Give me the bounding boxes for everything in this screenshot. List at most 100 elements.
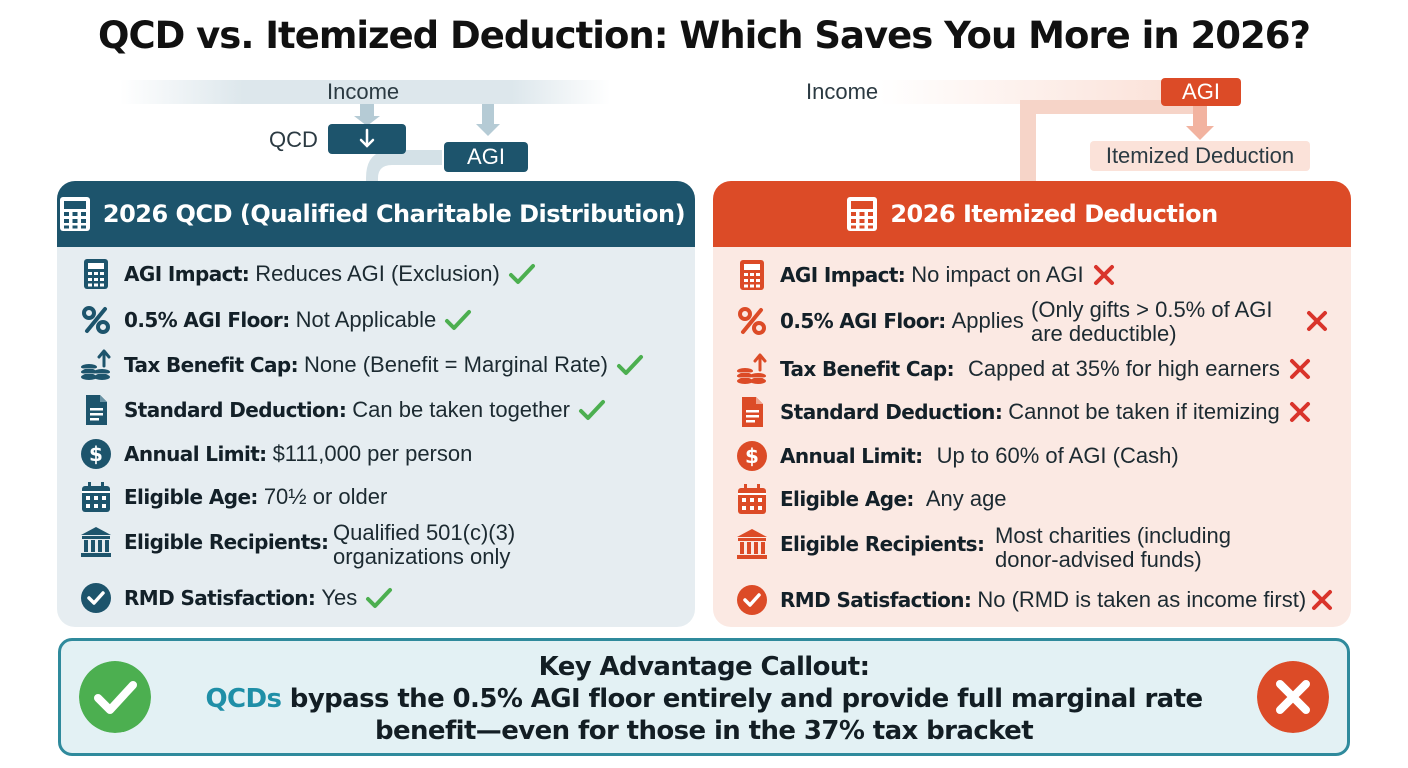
row-label: Eligible Age: bbox=[124, 485, 258, 509]
flow-income-left: Income bbox=[327, 79, 400, 104]
row-label: AGI Impact: bbox=[124, 262, 250, 286]
qcd-row-agi-impact: AGI Impact: Reduces AGI (Exclusion) bbox=[80, 258, 536, 290]
row-label: Standard Deduction: bbox=[780, 400, 1003, 424]
dollar-icon: $ bbox=[737, 441, 767, 471]
itemized-row-eligible-age: Eligible Age: Any age bbox=[736, 483, 1007, 515]
calculator-icon bbox=[740, 260, 764, 290]
coins-arrow-icon bbox=[81, 349, 111, 380]
itemized-floor-note: (Only gifts > 0.5% of AGI are deductible… bbox=[1031, 298, 1273, 346]
calculator-icon bbox=[59, 197, 90, 231]
itemized-row-eligible-recipients: Eligible Recipients: bbox=[736, 528, 985, 560]
coins-arrow-icon bbox=[737, 353, 767, 384]
row-value-line2: organizations only bbox=[333, 544, 511, 569]
callout-line1-rest: bypass the 0.5% AGI floor entirely and p… bbox=[281, 684, 1203, 714]
row-label: RMD Satisfaction: bbox=[780, 588, 972, 612]
row-label: 0.5% AGI Floor: bbox=[780, 309, 946, 333]
flow-agi-right: AGI bbox=[1161, 78, 1241, 106]
row-label: RMD Satisfaction: bbox=[124, 586, 316, 610]
itemized-panel-title: 2026 Itemized Deduction bbox=[890, 200, 1218, 228]
check-circle-icon bbox=[737, 585, 767, 615]
row-value-line1: Qualified 501(c)(3) bbox=[333, 520, 516, 545]
callout-line2: benefit—even for those in the 37% tax br… bbox=[374, 716, 1034, 746]
bank-icon bbox=[81, 527, 111, 557]
calendar-icon bbox=[738, 484, 766, 514]
row-value-line1: (Only gifts > 0.5% of AGI bbox=[1031, 297, 1273, 322]
row-value: Not Applicable bbox=[295, 307, 437, 332]
row-value: Capped at 35% for high earners bbox=[968, 356, 1280, 381]
row-value: Any age bbox=[925, 486, 1007, 511]
qcd-recipients-value: Qualified 501(c)(3) organizations only bbox=[333, 521, 515, 569]
qcd-down-arrow-box bbox=[328, 124, 406, 154]
row-label: Tax Benefit Cap: bbox=[124, 353, 299, 377]
row-label: Tax Benefit Cap: bbox=[780, 357, 955, 381]
document-icon bbox=[742, 397, 763, 427]
row-label: Eligible Recipients: bbox=[124, 530, 329, 554]
key-advantage-callout: Key Advantage Callout: QCDs bypass the 0… bbox=[58, 638, 1350, 756]
qcd-panel-header: 2026 QCD (Qualified Charitable Distribut… bbox=[57, 181, 695, 247]
svg-text:$: $ bbox=[89, 442, 103, 466]
calculator-icon bbox=[84, 259, 108, 289]
row-label: 0.5% AGI Floor: bbox=[124, 308, 290, 332]
row-value: $111,000 per person bbox=[272, 441, 473, 466]
row-value: Reduces AGI (Exclusion) bbox=[255, 261, 500, 286]
itemized-row-agi-impact: AGI Impact: No impact on AGI bbox=[736, 259, 1116, 291]
itemized-row-standard-deduction: Standard Deduction: Cannot be taken if i… bbox=[736, 396, 1312, 428]
qcd-panel-title: 2026 QCD (Qualified Charitable Distribut… bbox=[102, 200, 686, 228]
callout-line1: QCDs bypass the 0.5% AGI floor entirely … bbox=[61, 683, 1347, 715]
qcd-row-agi-floor: 0.5% AGI Floor: Not Applicable bbox=[80, 304, 472, 336]
bank-icon bbox=[737, 529, 767, 559]
row-value: Can be taken together bbox=[352, 397, 570, 422]
check-icon bbox=[578, 400, 605, 420]
itemized-row-rmd: RMD Satisfaction: No (RMD is taken as in… bbox=[736, 584, 1334, 616]
income-band-left bbox=[120, 80, 610, 104]
itemized-row-agi-floor: 0.5% AGI Floor: Applies bbox=[736, 305, 1024, 337]
row-label: Standard Deduction: bbox=[124, 398, 347, 422]
svg-text:$: $ bbox=[745, 444, 759, 468]
calculator-icon bbox=[847, 197, 878, 231]
row-value: No (RMD is taken as income first) bbox=[977, 587, 1307, 612]
qcd-row-benefit-cap: Tax Benefit Cap: None (Benefit = Margina… bbox=[80, 349, 644, 381]
cross-icon bbox=[1093, 265, 1114, 285]
cross-icon bbox=[1312, 590, 1333, 610]
flow-connector-left bbox=[366, 150, 442, 182]
flow-itemized-deduction: Itemized Deduction bbox=[1090, 141, 1310, 171]
check-icon bbox=[616, 355, 643, 375]
qcd-row-standard-deduction: Standard Deduction: Can be taken togethe… bbox=[80, 394, 606, 426]
itemized-panel-header: 2026 Itemized Deduction bbox=[713, 181, 1351, 247]
flow-diagram-graphics bbox=[120, 80, 1214, 182]
check-icon bbox=[445, 310, 472, 330]
check-circle-icon bbox=[81, 583, 111, 613]
cross-icon bbox=[1307, 311, 1327, 331]
callout-emphasis: QCDs bbox=[205, 684, 282, 714]
cross-icon bbox=[1289, 359, 1310, 379]
page-title: QCD vs. Itemized Deduction: Which Saves … bbox=[97, 14, 1311, 57]
percent-icon bbox=[82, 306, 110, 334]
row-value: Cannot be taken if itemizing bbox=[1008, 399, 1280, 424]
itemized-row-benefit-cap: Tax Benefit Cap: Capped at 35% for high … bbox=[736, 353, 1312, 385]
flow-agi-left: AGI bbox=[444, 142, 528, 172]
row-label: Eligible Age: bbox=[780, 487, 914, 511]
flow-qcd-label: QCD bbox=[269, 127, 318, 152]
check-icon bbox=[508, 264, 535, 284]
flow-connector-right bbox=[1020, 100, 1036, 182]
row-value: 70½ or older bbox=[263, 484, 388, 509]
callout-heading: Key Advantage Callout: bbox=[538, 652, 870, 682]
flow-income-right: Income bbox=[806, 79, 879, 104]
row-value: None (Benefit = Marginal Rate) bbox=[304, 352, 608, 377]
qcd-row-annual-limit: $ Annual Limit: $111,000 per person bbox=[80, 438, 472, 470]
check-icon bbox=[366, 588, 393, 608]
x-circle-icon bbox=[1257, 661, 1329, 733]
row-value: No impact on AGI bbox=[911, 262, 1084, 287]
check-circle-icon bbox=[79, 661, 151, 733]
document-icon bbox=[86, 395, 107, 425]
cross-icon bbox=[1289, 402, 1310, 422]
qcd-row-eligible-recipients: Eligible Recipients: bbox=[80, 526, 329, 558]
row-label: Eligible Recipients: bbox=[780, 532, 985, 556]
callout-text: Key Advantage Callout: QCDs bypass the 0… bbox=[61, 651, 1347, 747]
qcd-row-rmd: RMD Satisfaction: Yes bbox=[80, 582, 393, 614]
row-value-line2: are deductible) bbox=[1031, 321, 1177, 346]
row-label: Annual Limit: bbox=[780, 444, 923, 468]
qcd-row-eligible-age: Eligible Age: 70½ or older bbox=[80, 481, 387, 513]
arrow-down-icon bbox=[359, 128, 375, 148]
itemized-recipients-value: Most charities (including donor-advised … bbox=[995, 524, 1231, 572]
